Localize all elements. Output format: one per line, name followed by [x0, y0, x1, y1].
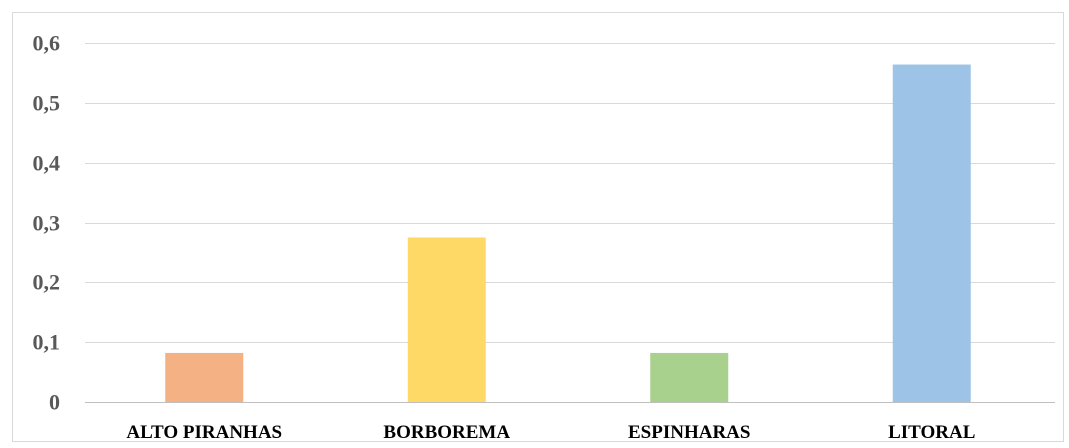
y-tick-label: 0,4 — [33, 151, 61, 176]
y-tick-label: 0,5 — [33, 91, 61, 116]
x-tick-label: ALTO PIRANHAS — [126, 422, 282, 443]
bars — [165, 64, 971, 402]
y-tick-label: 0,2 — [33, 270, 61, 295]
y-tick-label: 0,6 — [33, 31, 61, 56]
x-tick-label: BORBOREMA — [383, 422, 510, 443]
y-tick-label: 0,1 — [33, 330, 61, 355]
y-tick-label: 0,3 — [33, 211, 61, 236]
bar-litoral — [892, 64, 971, 402]
bar-espinharas — [650, 352, 729, 402]
bar-borborema — [407, 237, 486, 402]
x-tick-label: ESPINHARAS — [628, 422, 750, 443]
x-axis-ticks: ALTO PIRANHAS BORBOREMA ESPINHARAS LITORAL — [126, 422, 975, 443]
y-axis-ticks: 0 0,1 0,2 0,3 0,4 0,5 0,6 — [33, 31, 61, 415]
bar-alto-piranhas — [165, 352, 244, 402]
y-tick-label: 0 — [49, 390, 60, 415]
x-tick-label: LITORAL — [888, 422, 975, 443]
